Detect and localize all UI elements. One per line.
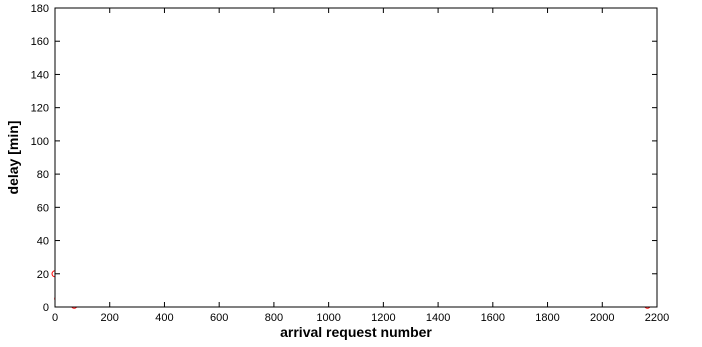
x-tick-label: 200 (101, 312, 119, 324)
x-tick-label: 1800 (535, 312, 559, 324)
y-tick-label: 60 (37, 202, 49, 214)
y-tick-label: 140 (31, 69, 49, 81)
y-tick-label: 180 (31, 3, 49, 15)
y-tick-label: 120 (31, 103, 49, 115)
axes: 0 200 400 600 800 1000 1200 1400 1600 1800 2000 220… (31, 3, 670, 324)
y-tick-label: 40 (37, 236, 49, 248)
x-tick-label: 1200 (371, 312, 395, 324)
y-tick-label: 100 (31, 136, 49, 148)
x-tick-label: 2200 (645, 312, 669, 324)
x-tick-label: 1000 (316, 312, 340, 324)
x-tick-label: 400 (155, 312, 173, 324)
x-tick-label: 800 (265, 312, 283, 324)
y-tick-label: 20 (37, 269, 49, 281)
x-axis-label: arrival request number (280, 324, 432, 340)
y-tick-label: 160 (31, 36, 49, 48)
x-tick-label: 0 (52, 312, 58, 324)
y-tick-label: 80 (37, 169, 49, 181)
y-tick-label: 0 (43, 302, 49, 314)
x-tick-label: 2000 (590, 312, 614, 324)
x-tick-label: 600 (210, 312, 228, 324)
x-tick-label: 1600 (481, 312, 505, 324)
y-axis-label: delay [min] (5, 121, 21, 195)
x-tick-label: 1400 (426, 312, 450, 324)
plot-frame (54, 7, 658, 308)
